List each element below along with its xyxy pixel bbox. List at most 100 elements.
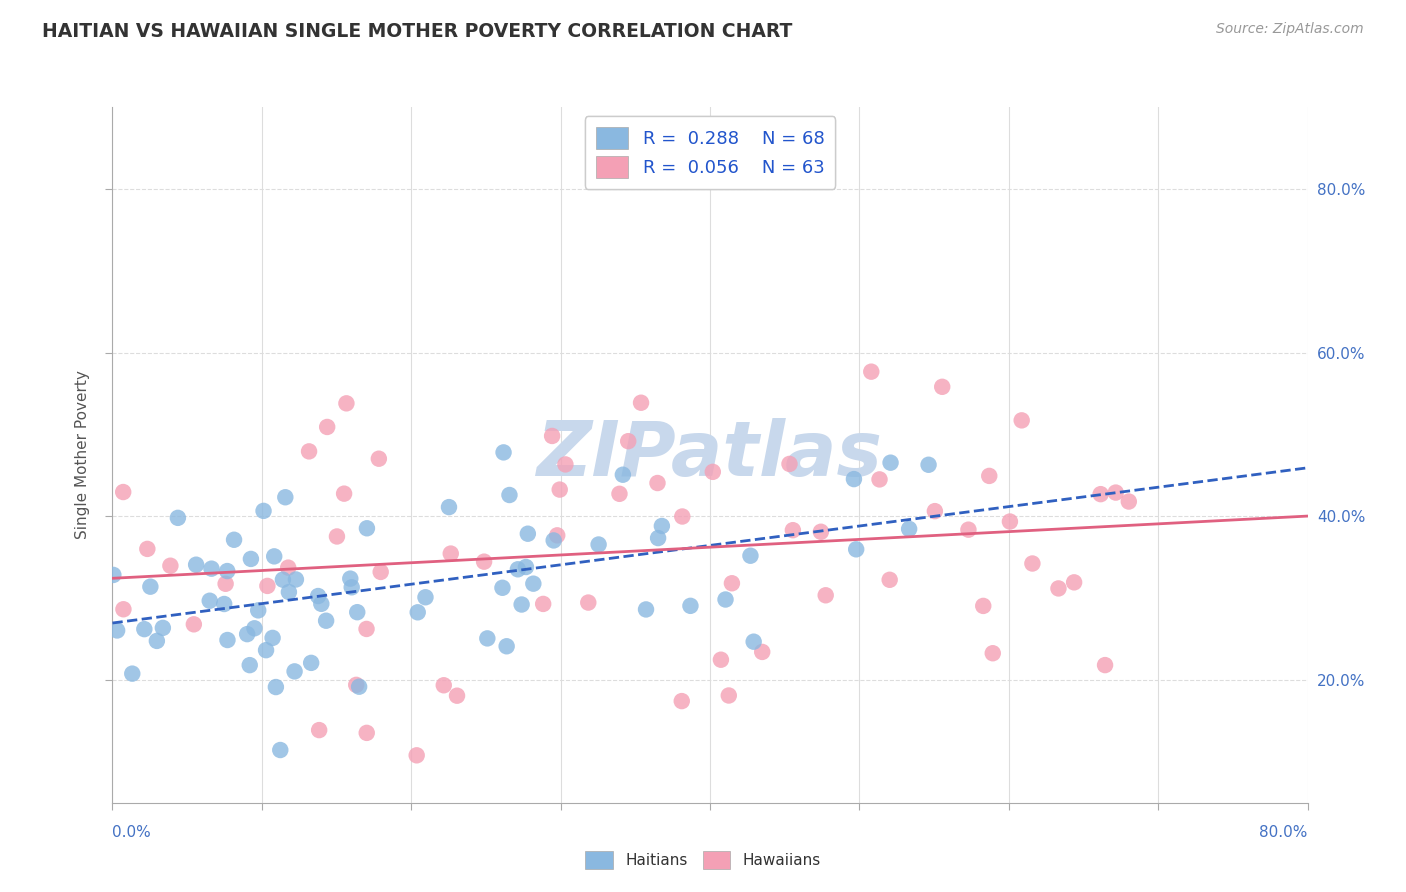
Point <box>1011 413 1033 427</box>
Point <box>714 592 737 607</box>
Point <box>367 451 389 466</box>
Point <box>139 580 162 594</box>
Point <box>214 576 236 591</box>
Point <box>647 531 669 545</box>
Point <box>239 658 262 673</box>
Point <box>105 624 128 638</box>
Point <box>247 603 270 617</box>
Point <box>186 558 208 572</box>
Text: 0.0%: 0.0% <box>112 825 152 840</box>
Text: 80.0%: 80.0% <box>1260 825 1308 840</box>
Point <box>344 678 367 692</box>
Point <box>782 523 804 537</box>
Point <box>264 680 287 694</box>
Point <box>972 599 994 613</box>
Point <box>931 380 953 394</box>
Point <box>543 533 565 548</box>
Point <box>515 560 537 574</box>
Point <box>134 622 156 636</box>
Point <box>277 585 299 599</box>
Point <box>212 597 235 611</box>
Point <box>340 580 363 594</box>
Point <box>446 689 468 703</box>
Point <box>679 599 702 613</box>
Point <box>103 568 125 582</box>
Y-axis label: Single Mother Poverty: Single Mother Poverty <box>75 370 90 540</box>
Point <box>634 602 657 616</box>
Point <box>710 653 733 667</box>
Point <box>671 509 693 524</box>
Point <box>477 632 499 646</box>
Point <box>522 576 544 591</box>
Point <box>1105 485 1128 500</box>
Point <box>167 511 190 525</box>
Point <box>845 542 868 557</box>
Point <box>284 573 307 587</box>
Point <box>256 579 278 593</box>
Point <box>879 573 901 587</box>
Point <box>510 598 533 612</box>
Point <box>842 472 865 486</box>
Point <box>405 748 427 763</box>
Point <box>717 689 740 703</box>
Point <box>554 458 576 472</box>
Point <box>356 622 378 636</box>
Point <box>284 665 307 679</box>
Point <box>222 533 245 547</box>
Point <box>721 576 744 591</box>
Point <box>112 485 135 500</box>
Point <box>121 666 143 681</box>
Point <box>356 726 378 740</box>
Point <box>243 621 266 635</box>
Point <box>630 395 652 409</box>
Point <box>339 572 361 586</box>
Point <box>495 640 517 654</box>
Point <box>609 487 631 501</box>
Point <box>506 562 529 576</box>
Point <box>217 564 239 578</box>
Point <box>316 420 339 434</box>
Point <box>269 743 291 757</box>
Point <box>437 500 460 515</box>
Point <box>159 558 181 573</box>
Point <box>308 723 330 737</box>
Point <box>531 597 554 611</box>
Point <box>406 605 429 619</box>
Point <box>498 488 520 502</box>
Point <box>333 486 356 500</box>
Text: HAITIAN VS HAWAIIAN SINGLE MOTHER POVERTY CORRELATION CHART: HAITIAN VS HAWAIIAN SINGLE MOTHER POVERT… <box>42 22 793 41</box>
Point <box>516 526 538 541</box>
Point <box>433 678 456 692</box>
Point <box>152 621 174 635</box>
Point <box>917 458 939 472</box>
Point <box>1118 494 1140 508</box>
Point <box>263 549 285 564</box>
Point <box>751 645 773 659</box>
Point <box>1063 575 1085 590</box>
Point <box>217 633 239 648</box>
Point <box>588 537 610 551</box>
Point <box>702 465 724 479</box>
Point <box>546 528 568 542</box>
Point <box>200 562 222 576</box>
Point <box>346 605 368 619</box>
Point <box>277 560 299 574</box>
Point <box>924 504 946 518</box>
Point <box>254 643 277 657</box>
Point <box>548 483 571 497</box>
Text: ZIPatlas: ZIPatlas <box>537 418 883 491</box>
Point <box>576 596 599 610</box>
Point <box>1047 582 1070 596</box>
Point <box>647 476 669 491</box>
Point <box>440 547 463 561</box>
Point <box>779 457 801 471</box>
Point <box>898 522 921 536</box>
Point <box>370 565 392 579</box>
Point <box>492 445 515 459</box>
Point <box>146 634 169 648</box>
Point <box>541 429 564 443</box>
Point <box>274 490 297 504</box>
Point <box>981 646 1004 660</box>
Point <box>239 552 262 566</box>
Point <box>136 541 159 556</box>
